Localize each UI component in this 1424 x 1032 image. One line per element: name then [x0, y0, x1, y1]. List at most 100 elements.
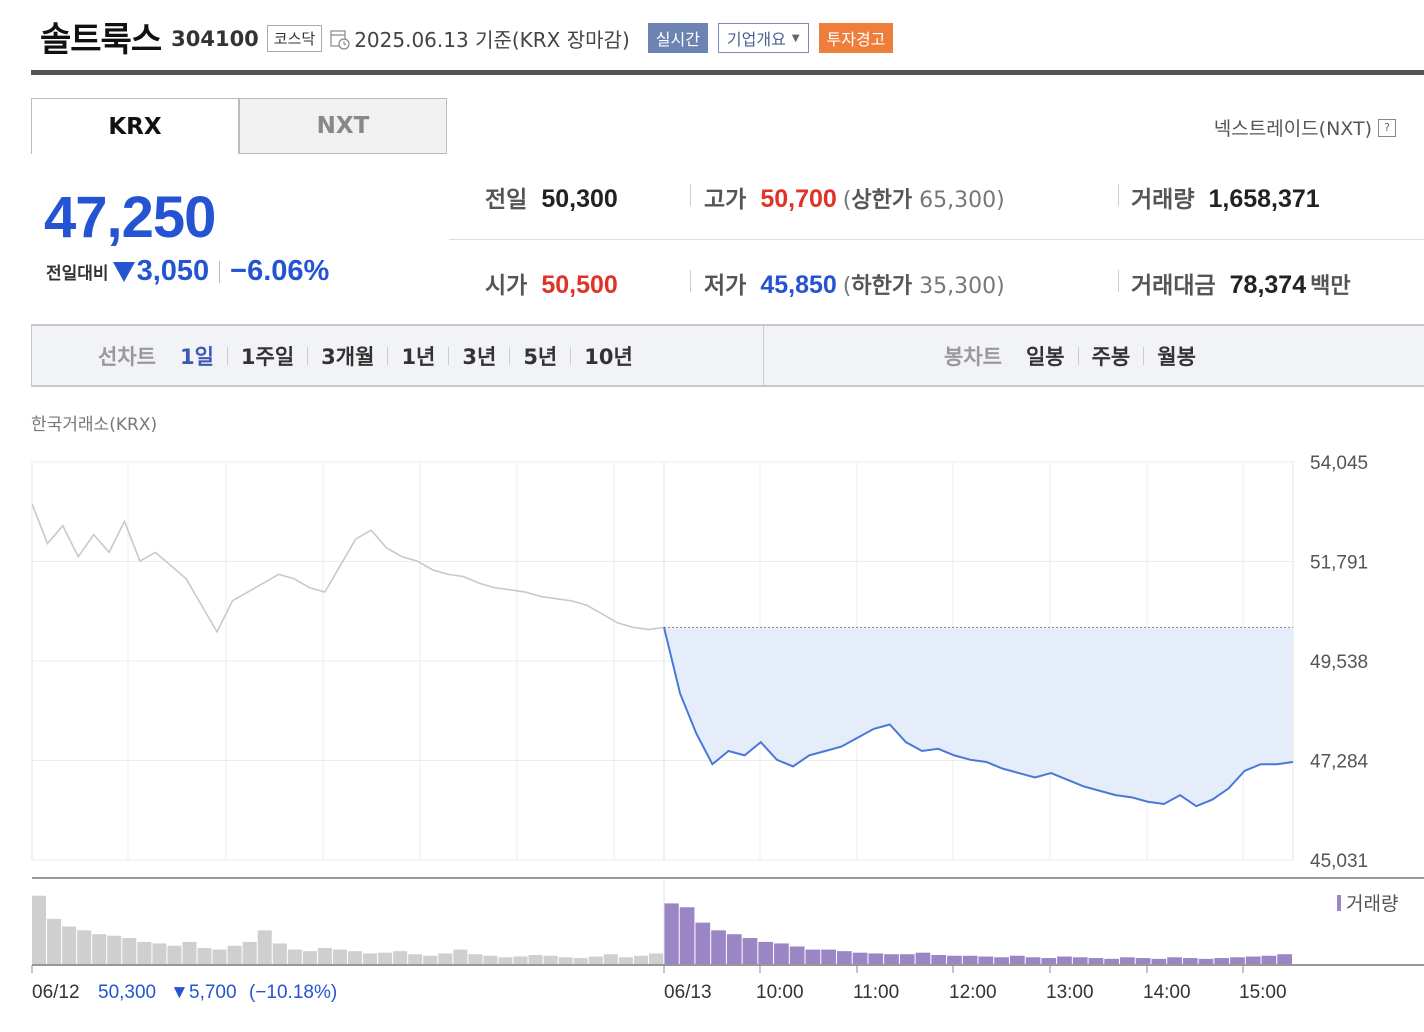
- divider: [1118, 184, 1119, 206]
- tab-monthly-candle[interactable]: 월봉: [1157, 344, 1196, 369]
- volume-bar: [852, 952, 868, 965]
- investment-warning-badge[interactable]: 투자경고: [818, 23, 894, 53]
- volume-bar: [679, 907, 695, 965]
- volume-bar: [1182, 958, 1198, 965]
- volume-bar: [1041, 958, 1057, 965]
- volume-bar: [695, 922, 711, 965]
- y-axis: 54,045 51,791 49,538 47,284 45,031: [1310, 453, 1369, 872]
- tab-3month[interactable]: 3개월: [321, 344, 375, 369]
- prev-day-change-arrow: ▼: [170, 982, 189, 1003]
- volume-bar: [227, 945, 242, 965]
- volume-bar: [711, 930, 726, 965]
- volume-bar: [726, 934, 742, 965]
- stat-limit-label: 하한가: [851, 274, 913, 299]
- price-chart[interactable]: 54,045 51,791 49,538 47,284 45,031 거래량 06/12…: [0, 440, 1424, 1030]
- stat-label: 저가: [704, 273, 747, 299]
- volume-bar: [573, 958, 588, 965]
- volume-bar: [302, 951, 317, 965]
- volume-bar: [915, 952, 931, 965]
- volume-bar: [453, 949, 468, 965]
- volume-bar: [978, 956, 994, 965]
- volume-bar: [805, 949, 821, 965]
- volume-bar: [588, 956, 603, 965]
- volume-bar: [513, 956, 528, 965]
- volume-bar: [1072, 957, 1088, 965]
- volume-bar: [1198, 958, 1214, 965]
- realtime-button[interactable]: 실시간: [647, 23, 708, 53]
- x-tick-label: 12:00: [949, 982, 997, 1003]
- volume-bar: [167, 945, 182, 965]
- stat-label: 거래대금: [1131, 273, 1216, 299]
- volume-bar: [789, 946, 805, 965]
- x-tick-label: 06/12: [32, 982, 80, 1003]
- tab-weekly-candle[interactable]: 주봉: [1091, 344, 1131, 369]
- calendar-icon: [330, 30, 350, 50]
- prev-day-change-pct: (−10.18%): [249, 982, 337, 1003]
- stat-label: 고가: [704, 187, 747, 213]
- today-price-line: [663, 627, 1294, 808]
- tab-5year[interactable]: 5년: [523, 344, 558, 369]
- x-tick-label: 15:00: [1239, 982, 1287, 1003]
- volume-bar: [1009, 955, 1025, 965]
- volume-bar: [438, 953, 453, 965]
- candle-chart-tabs: 봉차트 일봉 주봉 월봉: [944, 326, 1196, 385]
- volume-bar: [363, 953, 378, 965]
- stat-limit: (상한가 65,300): [842, 188, 1005, 213]
- volume-bar: [332, 949, 347, 965]
- company-overview-label: 기업개요: [726, 30, 786, 49]
- volume-bar: [1135, 958, 1151, 965]
- tab-3year[interactable]: 3년: [462, 344, 497, 369]
- stat-value: 50,300: [541, 185, 618, 213]
- stat-unit: 백만: [1310, 274, 1351, 299]
- volume-bar: [1230, 957, 1245, 965]
- tab-1year[interactable]: 1년: [401, 344, 436, 369]
- stat-volume: 거래량 1,658,371: [1131, 180, 1320, 214]
- today-area-fill: [664, 627, 1293, 807]
- volume-legend-label: 거래량: [1346, 893, 1398, 915]
- volume-bar: [152, 943, 167, 965]
- volume-bar: [1025, 957, 1041, 965]
- divider: [226, 346, 228, 365]
- volume-bar: [483, 955, 498, 965]
- tab-1day[interactable]: 1일: [179, 344, 214, 369]
- volume-bar: [884, 954, 899, 965]
- volume-bar: [543, 955, 558, 965]
- volume-bar: [962, 955, 978, 965]
- tab-daily-candle[interactable]: 일봉: [1025, 344, 1065, 369]
- divider: [690, 184, 691, 206]
- volume-bar: [774, 943, 789, 965]
- volume-bar: [1104, 958, 1120, 965]
- divider: [219, 260, 221, 283]
- volume-bar: [648, 953, 663, 965]
- help-icon[interactable]: ?: [1378, 118, 1396, 137]
- change-percent: −6.06%: [230, 255, 330, 287]
- tab-krx[interactable]: KRX: [31, 98, 239, 154]
- volume-bar: [257, 930, 272, 965]
- exchange-label: 한국거래소(KRX): [31, 415, 158, 435]
- volume-bar: [931, 954, 947, 965]
- nxt-info-label: 넥스트레이드(NXT): [1213, 118, 1372, 140]
- header-divider: [31, 70, 1424, 75]
- volume-bar: [947, 955, 962, 965]
- company-overview-dropdown[interactable]: 기업개요 ▼: [717, 23, 809, 53]
- stat-limit: (하한가 35,300): [842, 274, 1005, 299]
- stock-name: 솔트룩스: [40, 19, 162, 60]
- divider: [448, 346, 450, 365]
- nxt-info-link[interactable]: 넥스트레이드(NXT) ?: [1214, 114, 1396, 141]
- divider: [1143, 346, 1145, 365]
- volume-bar: [1167, 957, 1182, 965]
- volume-bar: [1277, 954, 1292, 965]
- volume-bar: [393, 951, 408, 965]
- volume-bar: [633, 955, 648, 965]
- tab-1week[interactable]: 1주일: [240, 344, 295, 369]
- stock-header: 솔트룩스 304100 코스닥 2025.06.13 기준(KRX 장마감) 실…: [40, 14, 894, 60]
- volume-bar: [994, 957, 1009, 965]
- prev-day-change: 5,700: [189, 982, 237, 1003]
- x-tick-label: 14:00: [1143, 982, 1191, 1003]
- tab-nxt[interactable]: NXT: [239, 98, 447, 154]
- stat-value: 1,658,371: [1208, 185, 1320, 213]
- x-tick-label: 11:00: [853, 982, 899, 1003]
- tab-10year[interactable]: 10년: [584, 344, 633, 369]
- stat-label: 전일: [485, 187, 528, 213]
- caret-down-icon: ▼: [791, 32, 800, 44]
